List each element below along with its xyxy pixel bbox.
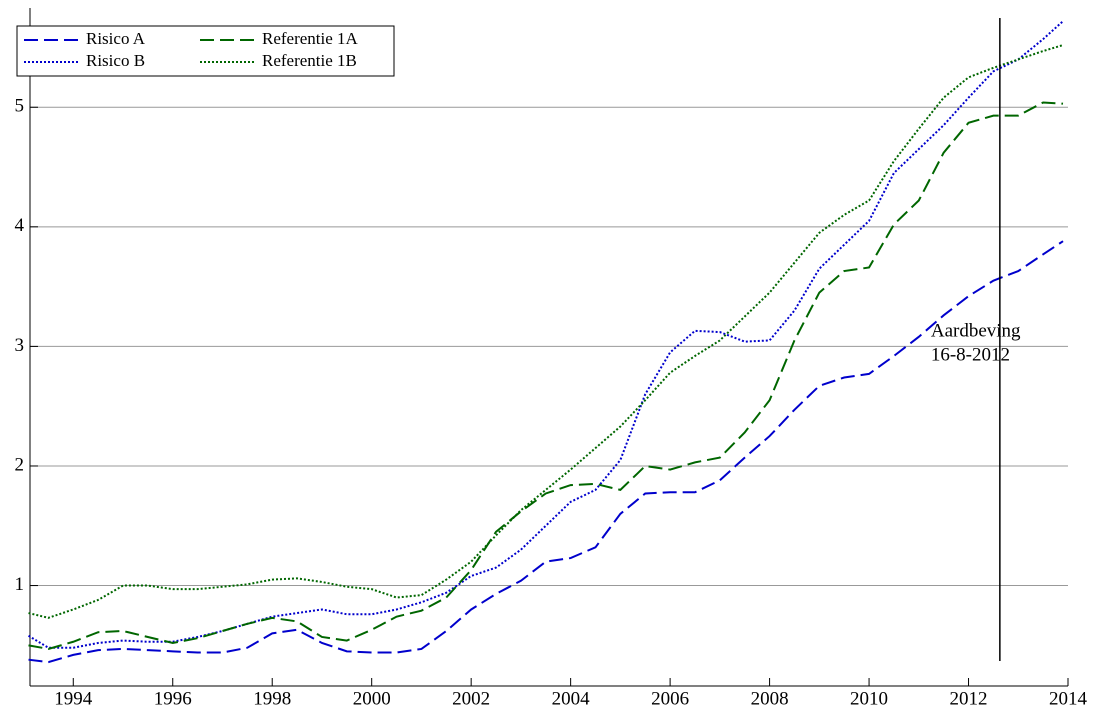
x-tick-label: 2010 xyxy=(850,688,888,706)
legend-label: Referentie 1A xyxy=(262,29,359,48)
y-tick-label: 2 xyxy=(15,454,25,475)
legend-label: Risico B xyxy=(86,51,145,70)
x-tick-label: 2004 xyxy=(552,688,591,706)
x-tick-label: 1994 xyxy=(54,688,93,706)
series-line xyxy=(28,44,1064,619)
series-line xyxy=(28,101,1064,650)
legend-label: Risico A xyxy=(86,29,146,48)
x-tick-label: 2000 xyxy=(353,688,391,706)
x-tick-label: 1996 xyxy=(154,688,192,706)
legend-label: Referentie 1B xyxy=(262,51,357,70)
y-tick-label: 3 xyxy=(15,335,25,356)
series-line xyxy=(27,20,1064,649)
y-tick-label: 5 xyxy=(15,96,25,117)
y-tick-label: 4 xyxy=(15,215,25,236)
legend: Risico A Risico B Referentie 1A Referentie … xyxy=(16,25,395,77)
x-tick-label: 2006 xyxy=(651,688,689,706)
annotation-text: 16-8-2012 xyxy=(931,344,1010,365)
y-tick-label: 1 xyxy=(15,574,25,595)
legend-box xyxy=(16,25,395,77)
x-tick-label: 2012 xyxy=(950,688,988,706)
x-tick-label: 2002 xyxy=(452,688,490,706)
x-tick-label: 1998 xyxy=(253,688,291,706)
series-line xyxy=(28,240,1064,664)
x-tick-label: 2014 xyxy=(1049,688,1088,706)
annotation-text: Aardbeving xyxy=(931,320,1021,341)
x-tick-label: 2008 xyxy=(751,688,789,706)
